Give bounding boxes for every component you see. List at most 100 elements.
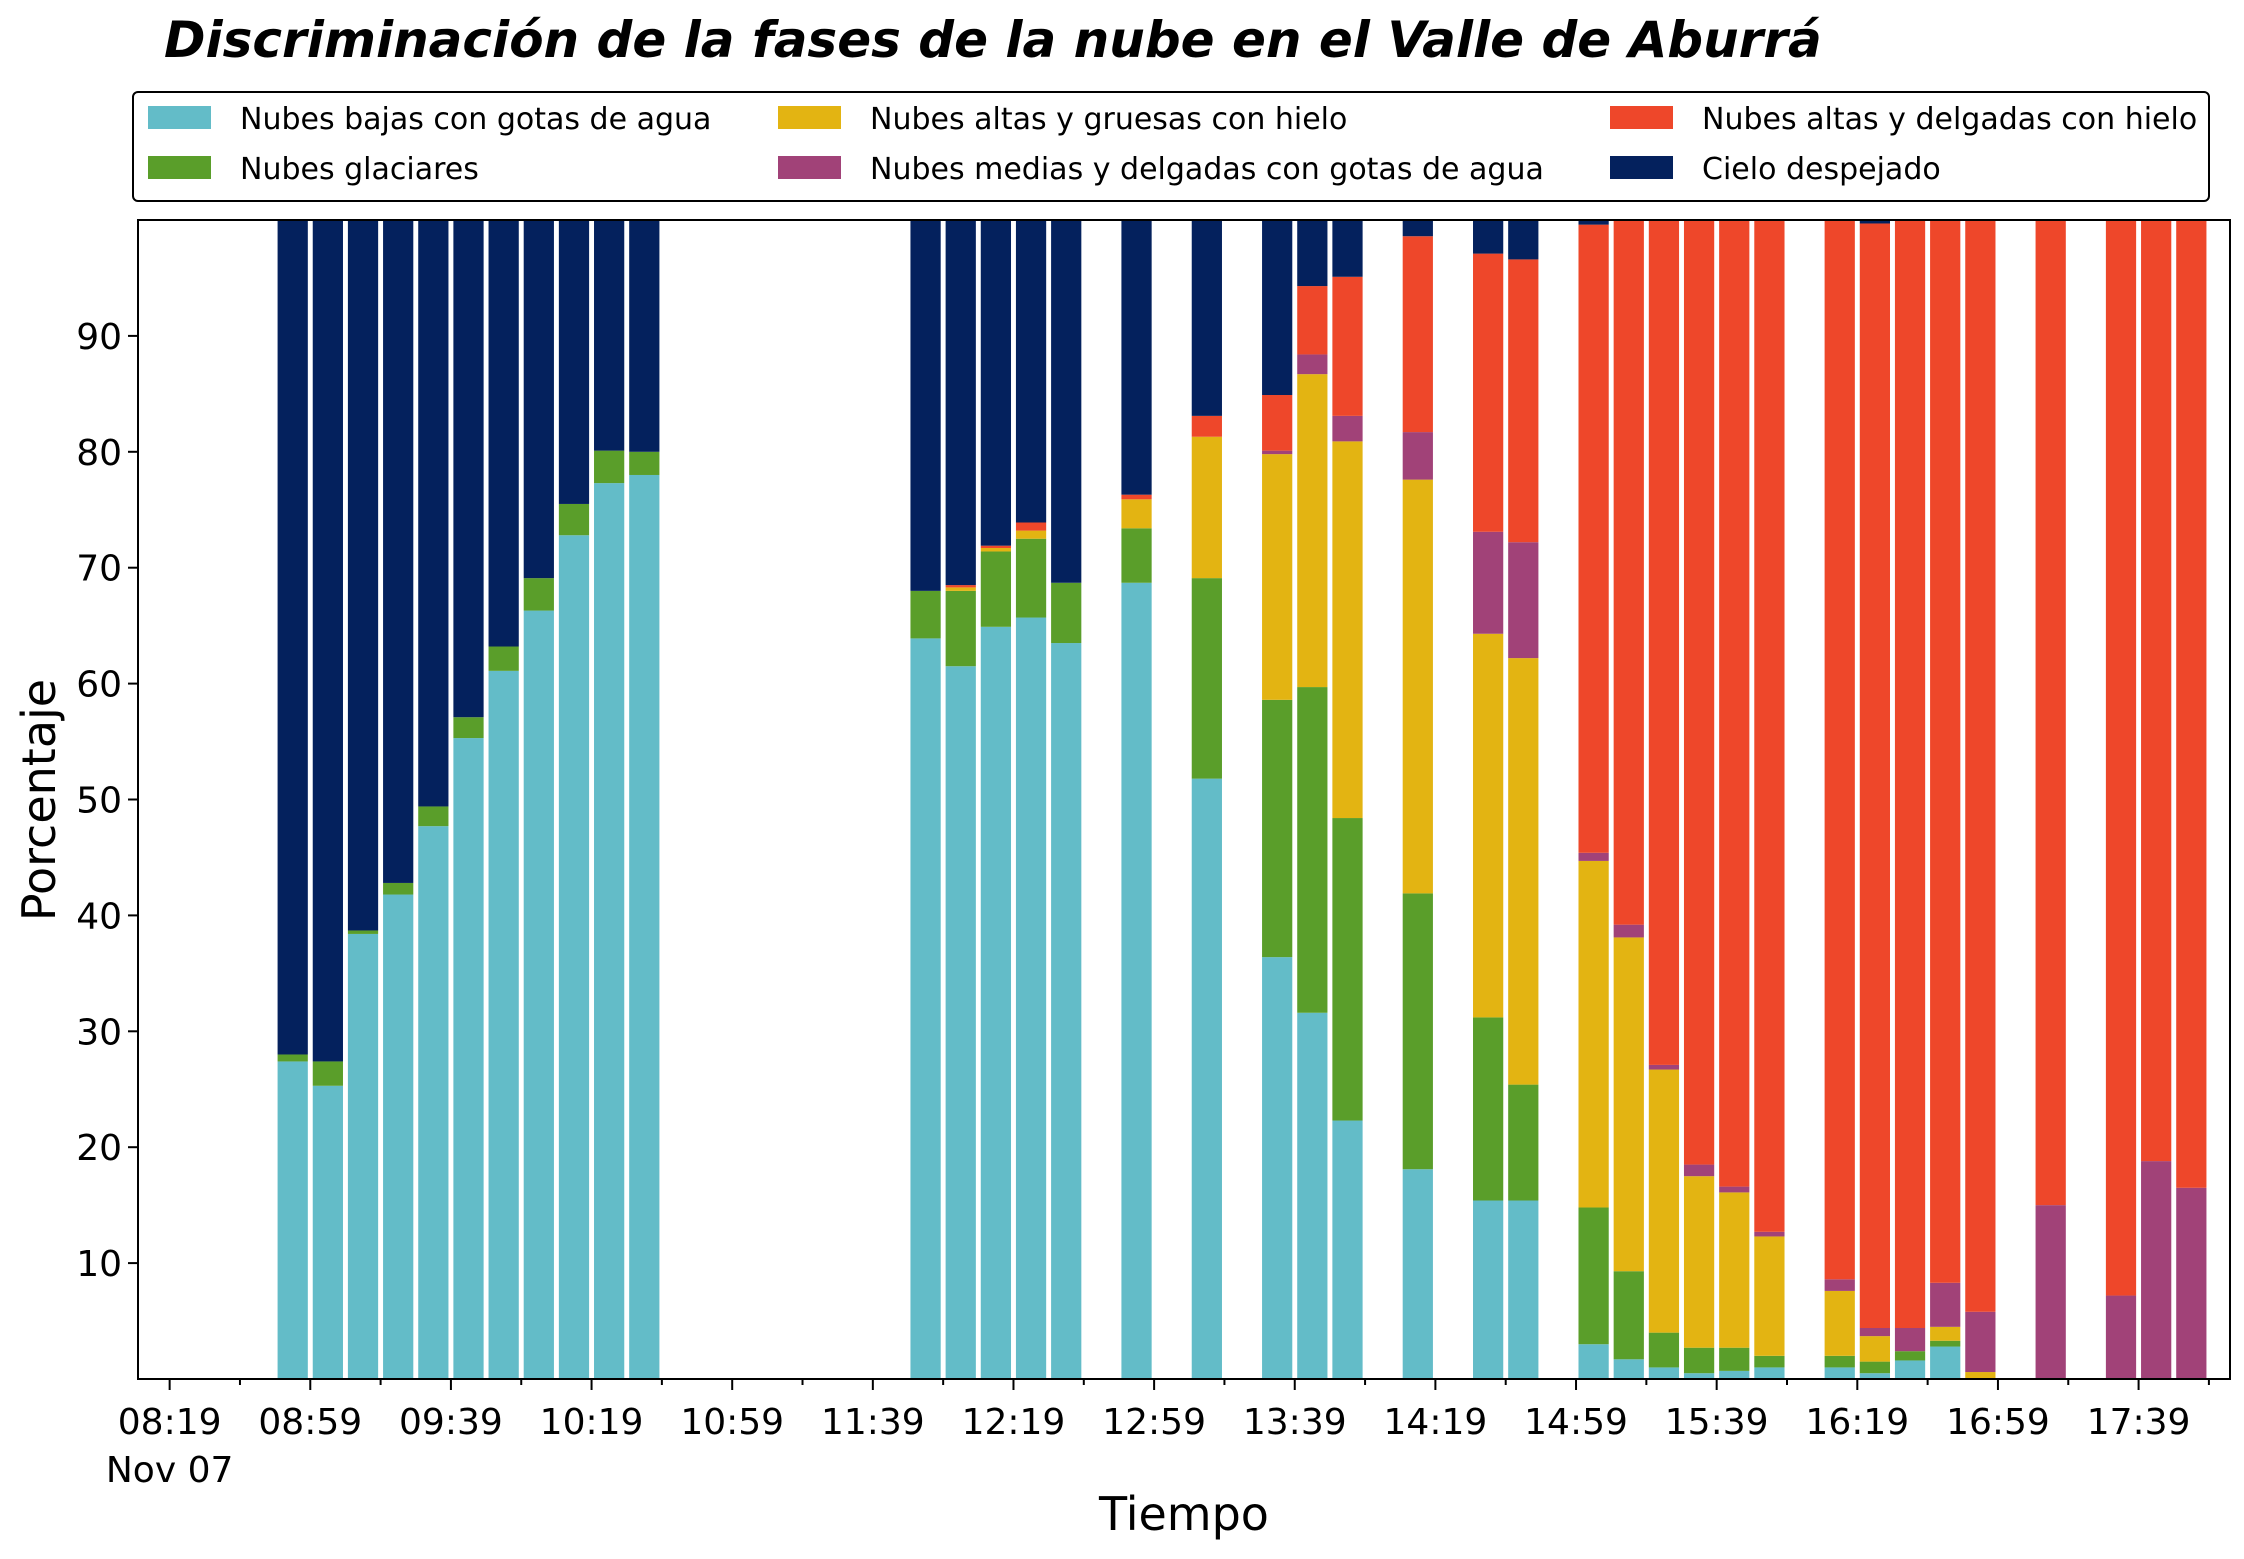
bar-segment [1508,220,1539,260]
bar-segment [1613,1271,1644,1360]
bar-segment [488,646,519,671]
bar-segment [1930,1340,1961,1347]
bar-segment [1930,1346,1961,1379]
bar-segment [2105,1295,2137,1379]
bar-segment [1473,220,1504,254]
bar-segment [594,483,625,1379]
bar-stack [1754,220,1785,1379]
bar-segment [418,826,449,1379]
bar-segment [1824,1355,1855,1368]
bar-segment [2035,1205,2066,1379]
bar-stack [945,220,976,1379]
y-axis: 10 20 30 40 50 60 70 80 90 [76,317,138,1285]
bar-segment [980,626,1012,1379]
bar-segment [1648,220,1680,1065]
bar-stack [488,220,519,1379]
bar-segment [2176,1187,2207,1379]
bar-segment [1402,1169,1433,1379]
bar-segment [980,545,1012,548]
bar-segment [1121,494,1152,500]
bar-segment [1051,643,1082,1379]
bar-segment [1473,531,1504,634]
bar-segment [1332,818,1363,1121]
x-tick-label: 12:19 [962,1402,1066,1443]
bar-segment [312,1085,343,1379]
bar-stack [1719,220,1750,1379]
bar-stack [594,220,625,1379]
bar-segment [1191,415,1222,437]
bar-segment [1332,441,1363,819]
bar-segment [1262,957,1293,1379]
bar-segment [558,220,590,504]
bar-stack [1965,220,1996,1379]
bar-segment [1262,395,1293,451]
legend-swatch [148,156,211,179]
bar-segment [629,220,660,452]
bar-segment [1754,1236,1785,1356]
bar-segment [594,220,625,451]
x-tick-label: 08:59 [258,1402,362,1443]
bar-segment [1332,1120,1363,1379]
bar-stack [1508,220,1539,1379]
bar-segment [1719,1192,1750,1348]
bar-segment [383,220,414,883]
y-tick-label: 60 [76,665,122,706]
bar-segment [1191,220,1222,416]
bar-stack [1824,220,1855,1379]
bar-segment [1683,220,1715,1165]
bar-stack [910,220,941,1379]
bar-segment [910,638,941,1379]
bar-stack [523,220,554,1379]
bar-segment [312,220,343,1062]
bar-segment [1859,1328,1891,1337]
bar-stack [1894,220,1926,1379]
bar-stack [1859,220,1891,1379]
x-tick-label: 08:19 [118,1402,222,1443]
bar-segment [1894,1328,1926,1352]
bar-segment [1297,220,1328,287]
bar-segment [1859,1361,1891,1374]
bar-segment [453,738,484,1379]
bar-segment [1578,1207,1609,1345]
bar-segment [277,220,308,1055]
bar-segment [1824,1367,1855,1379]
y-tick-label: 10 [76,1244,122,1285]
legend-label: Nubes altas y delgadas con hielo [1702,102,2197,137]
x-tick-label: 17:39 [2087,1402,2191,1443]
bar-segment [1578,220,1609,225]
bar-segment [945,220,976,586]
bar-segment [1965,1372,1996,1379]
bar-segment [1613,937,1644,1272]
bar-segment [1015,522,1047,531]
bar-segment [1683,1164,1715,1177]
bar-segment [1578,1344,1609,1379]
bar-segment [1613,220,1644,925]
bar-segment [1051,220,1082,583]
bar-segment [1930,220,1961,1283]
x-tick-label: 16:19 [1805,1402,1909,1443]
bar-stack [1578,220,1609,1379]
x-tick-label: 10:59 [680,1402,784,1443]
bar-segment [1578,852,1609,861]
bar-segment [1824,1290,1855,1356]
bar-segment [1121,220,1152,495]
bar-stack [1297,220,1328,1379]
x-tick-label: 16:59 [1946,1402,2050,1443]
legend-swatch [778,106,841,129]
bar-stack [1648,220,1680,1379]
bar-segment [1402,220,1433,237]
bar-segment [1648,1332,1680,1368]
bar-segment [558,503,590,536]
bar-segment [1508,658,1539,1085]
bar-segment [1683,1347,1715,1374]
bar-segment [945,590,976,667]
x-tick-label: 10:19 [540,1402,644,1443]
bar-stack [277,220,308,1379]
bar-segment [945,585,976,588]
bar-stack [312,220,343,1379]
bar-segment [1473,1200,1504,1379]
bar-segment [1824,1279,1855,1291]
bar-segment [1402,236,1433,433]
bar-stack [1402,220,1433,1379]
bar-segment [1508,1200,1539,1379]
